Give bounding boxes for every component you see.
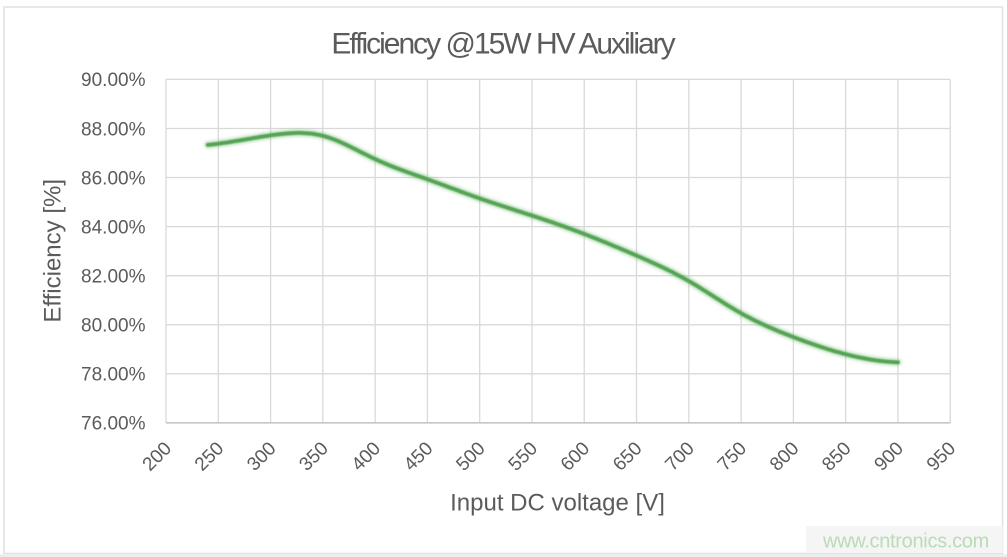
svg-text:84.00%: 84.00% (81, 217, 146, 238)
svg-text:90.00%: 90.00% (81, 70, 146, 91)
svg-text:Input DC voltage [V]: Input DC voltage [V] (450, 490, 665, 517)
svg-text:www.cntronics.com: www.cntronics.com (822, 531, 989, 553)
svg-text:Efficiency @15W HV Auxiliary: Efficiency @15W HV Auxiliary (331, 28, 675, 61)
svg-text:78.00%: 78.00% (81, 365, 146, 386)
svg-text:82.00%: 82.00% (81, 267, 146, 288)
svg-text:80.00%: 80.00% (81, 316, 146, 337)
svg-text:Efficiency [%]: Efficiency [%] (40, 179, 67, 323)
svg-text:76.00%: 76.00% (81, 414, 146, 435)
svg-text:86.00%: 86.00% (81, 168, 146, 189)
svg-text:88.00%: 88.00% (81, 119, 146, 140)
